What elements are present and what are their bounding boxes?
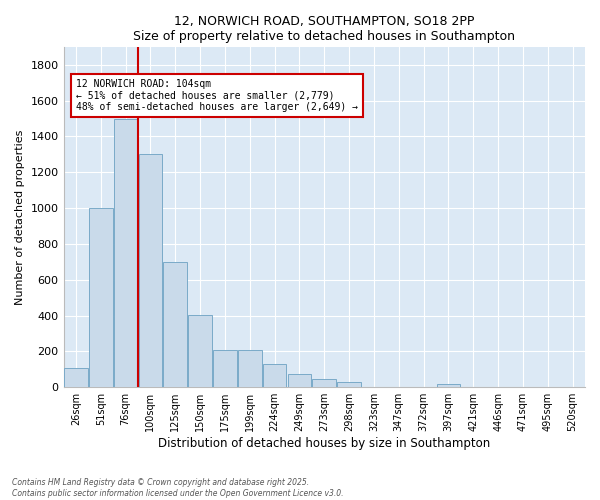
- Bar: [114, 118, 137, 387]
- Text: Contains HM Land Registry data © Crown copyright and database right 2025.
Contai: Contains HM Land Registry data © Crown c…: [12, 478, 343, 498]
- Bar: [64, 368, 88, 387]
- Bar: [238, 350, 262, 387]
- Bar: [337, 382, 361, 387]
- Bar: [188, 314, 212, 387]
- Text: 12 NORWICH ROAD: 104sqm
← 51% of detached houses are smaller (2,779)
48% of semi: 12 NORWICH ROAD: 104sqm ← 51% of detache…: [76, 79, 358, 112]
- Bar: [139, 154, 162, 387]
- Bar: [437, 384, 460, 387]
- Bar: [287, 374, 311, 387]
- Bar: [163, 262, 187, 387]
- Bar: [313, 379, 336, 387]
- Bar: [89, 208, 113, 387]
- Bar: [263, 364, 286, 387]
- X-axis label: Distribution of detached houses by size in Southampton: Distribution of detached houses by size …: [158, 437, 490, 450]
- Y-axis label: Number of detached properties: Number of detached properties: [15, 130, 25, 305]
- Title: 12, NORWICH ROAD, SOUTHAMPTON, SO18 2PP
Size of property relative to detached ho: 12, NORWICH ROAD, SOUTHAMPTON, SO18 2PP …: [133, 15, 515, 43]
- Bar: [213, 350, 237, 387]
